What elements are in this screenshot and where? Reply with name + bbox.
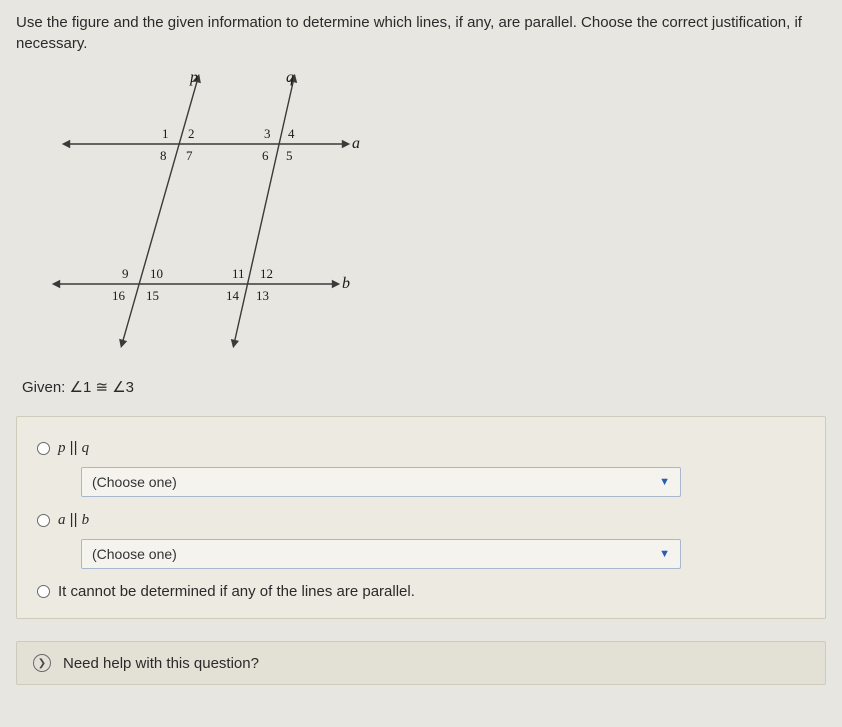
- chevron-down-icon: ▼: [659, 548, 670, 560]
- radio-unchecked-icon: [37, 442, 50, 455]
- svg-text:b: b: [342, 275, 350, 292]
- dropdown-placeholder: (Choose one): [92, 474, 177, 490]
- option-label: It cannot be determined if any of the li…: [58, 583, 415, 600]
- svg-text:p: p: [189, 69, 198, 86]
- parallel-symbol: ||: [66, 511, 82, 528]
- chevron-right-icon: ❯: [33, 654, 51, 672]
- option-label: a || b: [58, 511, 89, 529]
- given-expression: ∠1 ≅ ∠3: [70, 379, 134, 396]
- line-b-label: b: [82, 512, 90, 528]
- svg-text:12: 12: [260, 266, 273, 281]
- option-label: p || q: [58, 439, 89, 457]
- svg-text:11: 11: [232, 266, 245, 281]
- svg-text:15: 15: [146, 288, 159, 303]
- help-text: Need help with this question?: [63, 655, 259, 672]
- option-cannot-determine[interactable]: It cannot be determined if any of the li…: [37, 583, 805, 600]
- answer-panel: p || q (Choose one) ▼ a || b (Choose one…: [16, 416, 826, 619]
- line-q-label: q: [82, 440, 90, 456]
- radio-unchecked-icon: [37, 514, 50, 527]
- svg-text:14: 14: [226, 288, 240, 303]
- figure: pqab12873465910161511121413: [36, 64, 376, 364]
- svg-text:8: 8: [160, 148, 167, 163]
- svg-text:9: 9: [122, 266, 129, 281]
- given-prefix: Given:: [22, 379, 70, 396]
- justification-dropdown-2[interactable]: (Choose one) ▼: [81, 539, 681, 569]
- svg-text:2: 2: [188, 126, 195, 141]
- question-prompt: Use the figure and the given information…: [16, 12, 826, 54]
- svg-text:1: 1: [162, 126, 169, 141]
- line-p-label: p: [58, 440, 66, 456]
- option-a-parallel-b[interactable]: a || b: [37, 511, 805, 529]
- svg-text:10: 10: [150, 266, 163, 281]
- line-a-label: a: [58, 512, 66, 528]
- parallel-symbol: ||: [66, 439, 82, 456]
- svg-text:q: q: [286, 69, 294, 86]
- chevron-down-icon: ▼: [659, 476, 670, 488]
- help-bar[interactable]: ❯ Need help with this question?: [16, 641, 826, 685]
- radio-unchecked-icon: [37, 585, 50, 598]
- svg-text:3: 3: [264, 126, 271, 141]
- svg-text:5: 5: [286, 148, 293, 163]
- option-p-parallel-q[interactable]: p || q: [37, 439, 805, 457]
- svg-text:4: 4: [288, 126, 295, 141]
- svg-text:a: a: [352, 135, 360, 152]
- svg-text:13: 13: [256, 288, 269, 303]
- justification-dropdown-1[interactable]: (Choose one) ▼: [81, 467, 681, 497]
- svg-text:6: 6: [262, 148, 269, 163]
- svg-text:7: 7: [186, 148, 193, 163]
- svg-text:16: 16: [112, 288, 126, 303]
- dropdown-placeholder: (Choose one): [92, 546, 177, 562]
- given-statement: Given: ∠1 ≅ ∠3: [22, 378, 826, 396]
